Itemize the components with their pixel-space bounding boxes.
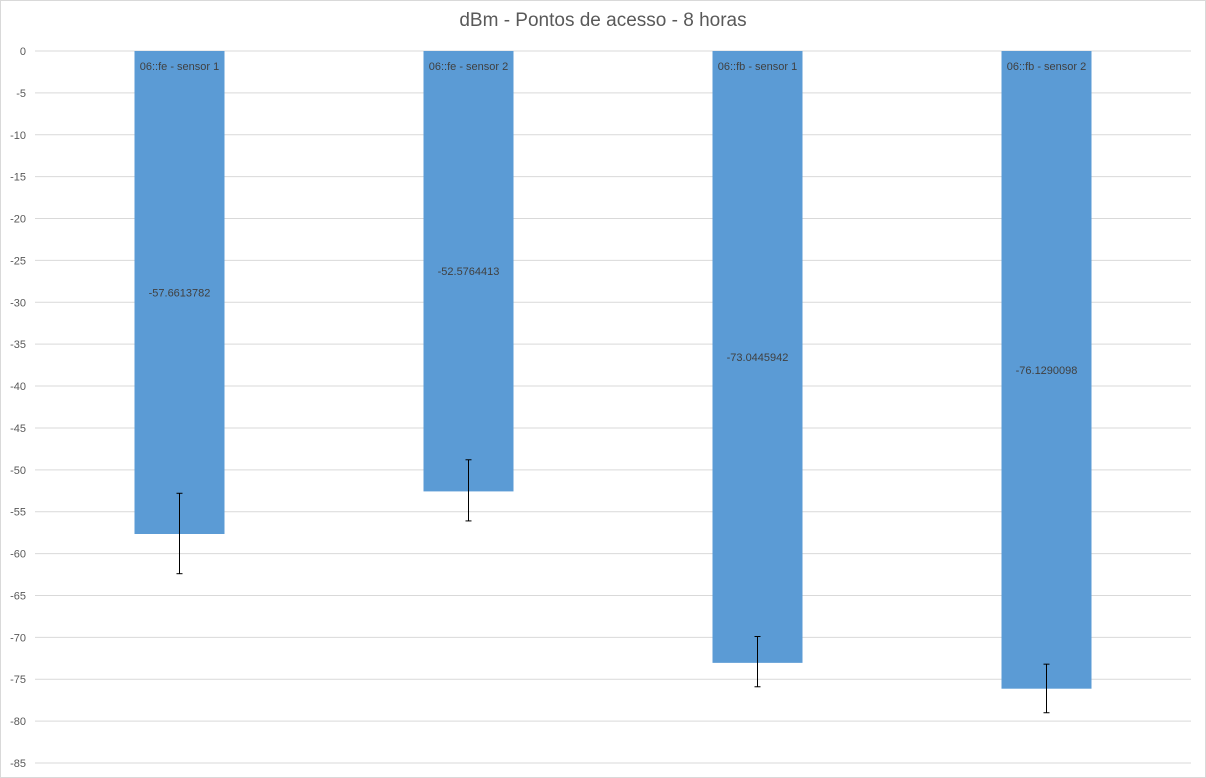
y-tick-label: -5: [16, 88, 26, 100]
y-tick-label: -75: [10, 674, 26, 686]
bar: [712, 51, 803, 663]
y-tick-label: 0: [20, 46, 26, 58]
category-label: 06::fb - sensor 2: [1007, 61, 1087, 73]
y-tick-label: -25: [10, 255, 26, 267]
y-tick-label: -80: [10, 716, 26, 728]
chart-title: dBm - Pontos de acesso - 8 horas: [459, 10, 747, 31]
data-label: -52.5764413: [438, 266, 500, 278]
data-label: -73.0445942: [727, 352, 789, 364]
y-tick-label: -65: [10, 590, 26, 602]
category-label: 06::fe - sensor 2: [429, 61, 509, 73]
data-label: -76.1290098: [1016, 365, 1078, 377]
y-tick-label: -85: [10, 758, 26, 770]
y-tick-label: -15: [10, 172, 26, 184]
y-tick-label: -35: [10, 339, 26, 351]
y-tick-label: -20: [10, 214, 26, 226]
y-tick-label: -70: [10, 632, 26, 644]
category-label: 06::fe - sensor 1: [140, 61, 220, 73]
bar: [134, 51, 225, 534]
y-tick-label: -50: [10, 465, 26, 477]
data-label: -57.6613782: [149, 287, 211, 299]
bar: [1001, 51, 1092, 689]
y-tick-label: -45: [10, 423, 26, 435]
bar: [423, 51, 514, 492]
y-tick-label: -55: [10, 507, 26, 519]
y-tick-label: -10: [10, 130, 26, 142]
y-tick-label: -30: [10, 297, 26, 309]
category-label: 06::fb - sensor 1: [718, 61, 798, 73]
y-tick-label: -40: [10, 381, 26, 393]
y-tick-label: -60: [10, 549, 26, 561]
